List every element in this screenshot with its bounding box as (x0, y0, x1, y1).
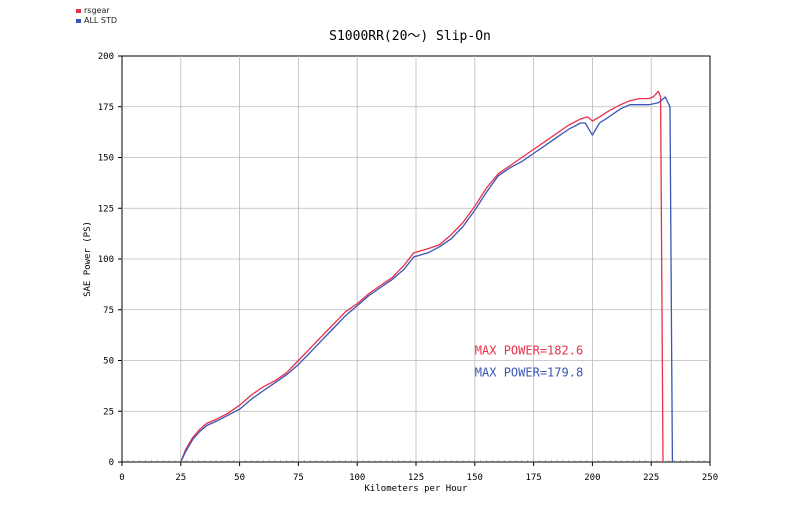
series-line-rsgear (180, 90, 664, 463)
y-axis-label: SAE Power (PS) (83, 221, 93, 297)
y-tick-label: 0 (109, 458, 114, 468)
x-tick-label: 0 (119, 473, 124, 483)
y-tick-label: 100 (98, 255, 114, 265)
legend-swatch-all-std (76, 19, 81, 23)
legend-label-rsgear: rsgear (84, 6, 110, 15)
y-tick-label: 125 (98, 204, 114, 214)
x-axis-label: Kilometers per Hour (365, 484, 469, 494)
max-power-annotation-2: MAX POWER=179.8 (475, 366, 583, 380)
x-tick-label: 100 (349, 473, 365, 483)
series-line-all-std (180, 96, 674, 463)
x-tick-label: 200 (584, 473, 600, 483)
legend-label-all-std: ALL STD (84, 16, 118, 25)
annotations: MAX POWER=182.6 MAX POWER=179.8 (475, 343, 583, 379)
axis-ticks: 0 25 50 75 100 125 150 175 200 225 250 0 25 50 75 100 12… (98, 52, 718, 483)
chart-title: S1000RR(20～) Slip-On (329, 29, 491, 44)
legend-item-rsgear: rsgear (76, 6, 117, 16)
y-tick-label: 75 (103, 306, 114, 316)
legend-swatch-rsgear (76, 9, 81, 13)
y-tick-label: 150 (98, 154, 114, 164)
x-tick-label: 25 (175, 473, 186, 483)
x-tick-label: 75 (293, 473, 304, 483)
x-tick-label: 250 (702, 473, 718, 483)
legend-item-all-std: ALL STD (76, 16, 117, 26)
series-lines (180, 90, 674, 463)
y-tick-label: 50 (103, 357, 114, 367)
y-tick-label: 200 (98, 52, 114, 62)
max-power-annotation-1: MAX POWER=182.6 (475, 343, 583, 357)
legend: rsgear ALL STD (76, 6, 117, 26)
x-tick-label: 125 (408, 473, 424, 483)
x-tick-label: 150 (467, 473, 483, 483)
x-tick-label: 225 (643, 473, 659, 483)
y-tick-label: 25 (103, 407, 114, 417)
x-tick-label: 175 (525, 473, 541, 483)
y-tick-label: 175 (98, 103, 114, 113)
grid (122, 56, 710, 462)
x-tick-label: 50 (234, 473, 245, 483)
